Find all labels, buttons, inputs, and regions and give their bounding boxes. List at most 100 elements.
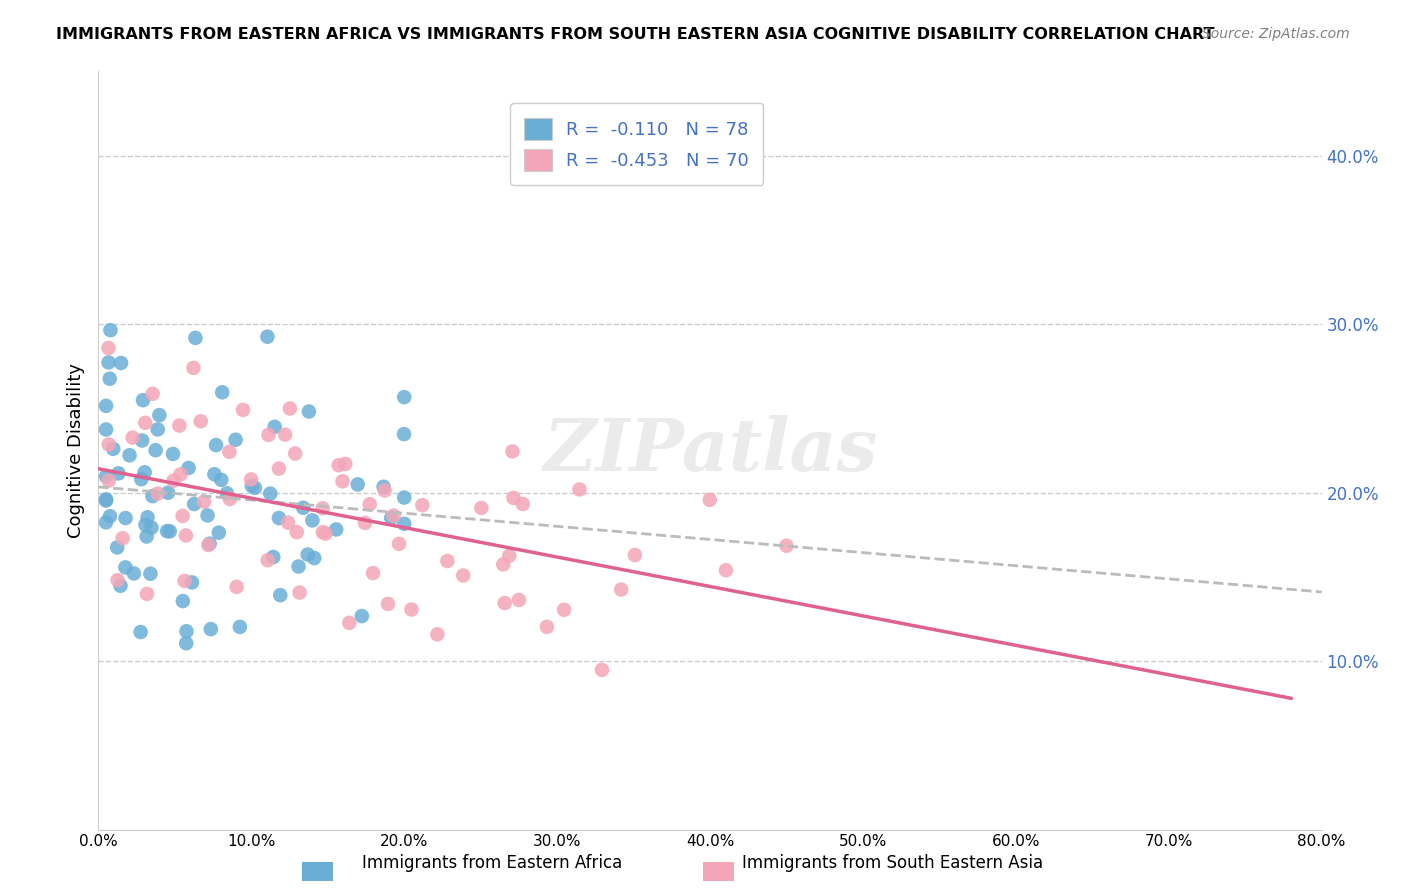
Point: [256, 553, 278, 567]
Point: [346, 477, 368, 491]
Point: [392, 427, 415, 442]
Point: [141, 521, 163, 535]
Text: Immigrants from South Eastern Asia: Immigrants from South Eastern Asia: [742, 855, 1043, 872]
Legend: R =  -0.110   N = 78, R =  -0.453   N = 70: R = -0.110 N = 78, R = -0.453 N = 70: [510, 103, 763, 186]
Point: [284, 446, 307, 460]
Point: [94, 516, 117, 530]
Point: [146, 422, 169, 436]
Point: [172, 594, 194, 608]
Point: [200, 622, 222, 636]
Point: [94, 469, 117, 483]
Point: [134, 517, 156, 532]
Point: [337, 615, 360, 630]
Point: [508, 593, 530, 607]
Point: [174, 636, 197, 650]
Point: [591, 663, 613, 677]
Point: [198, 536, 221, 550]
Point: [426, 627, 449, 641]
Point: [494, 596, 516, 610]
Point: [243, 481, 266, 495]
Point: [392, 390, 416, 404]
Point: [184, 331, 207, 345]
Point: [197, 508, 219, 523]
Point: [131, 434, 153, 448]
Text: IMMIGRANTS FROM EASTERN AFRICA VS IMMIGRANTS FROM SOUTH EASTERN ASIA COGNITIVE D: IMMIGRANTS FROM EASTERN AFRICA VS IMMIGR…: [56, 27, 1215, 42]
Point: [285, 525, 308, 540]
Point: [121, 431, 143, 445]
Point: [107, 467, 129, 481]
Point: [103, 442, 125, 456]
Point: [159, 524, 181, 539]
Point: [162, 447, 184, 461]
Point: [229, 620, 252, 634]
Point: [263, 419, 285, 434]
Point: [354, 516, 377, 530]
Point: [359, 497, 381, 511]
Point: [498, 549, 520, 563]
Point: [209, 473, 232, 487]
Point: [361, 566, 384, 581]
Point: [111, 531, 134, 545]
Point: [492, 558, 515, 572]
Point: [536, 620, 558, 634]
Point: [380, 511, 402, 525]
Point: [202, 467, 225, 482]
Point: [94, 399, 117, 413]
Point: [501, 444, 523, 458]
Point: [183, 360, 205, 375]
Point: [215, 486, 238, 500]
Point: [325, 523, 347, 537]
Point: [110, 356, 132, 370]
Point: [132, 393, 155, 408]
Point: [97, 355, 120, 369]
Point: [470, 500, 492, 515]
Point: [145, 443, 167, 458]
Point: [350, 609, 373, 624]
Point: [568, 483, 591, 497]
Point: [392, 491, 416, 505]
Point: [122, 566, 145, 581]
Point: [136, 510, 159, 524]
Text: Immigrants from Eastern Africa: Immigrants from Eastern Africa: [361, 855, 623, 872]
Point: [174, 528, 197, 542]
Text: Source: ZipAtlas.com: Source: ZipAtlas.com: [1202, 27, 1350, 41]
Point: [436, 554, 458, 568]
Point: [136, 587, 159, 601]
Point: [218, 445, 240, 459]
Point: [301, 513, 323, 527]
Point: [98, 509, 121, 524]
Point: [219, 491, 242, 506]
Point: [377, 597, 399, 611]
Point: [183, 497, 205, 511]
Point: [94, 493, 117, 508]
Point: [157, 485, 180, 500]
Point: [129, 625, 152, 640]
Point: [297, 548, 319, 562]
Point: [100, 323, 122, 337]
Point: [240, 479, 263, 493]
Point: [98, 372, 121, 386]
Point: [169, 418, 191, 433]
Point: [225, 580, 247, 594]
Point: [328, 458, 350, 473]
Point: [148, 408, 170, 422]
Point: [118, 448, 141, 462]
Point: [94, 492, 117, 507]
Point: [208, 525, 231, 540]
Point: [205, 438, 228, 452]
Point: [173, 574, 195, 588]
Point: [107, 573, 129, 587]
Point: [114, 511, 136, 525]
Point: [267, 511, 290, 525]
Point: [156, 524, 179, 538]
Point: [775, 539, 797, 553]
Point: [373, 480, 395, 494]
Point: [110, 579, 132, 593]
Point: [94, 422, 117, 436]
Point: [382, 508, 405, 523]
Point: [139, 566, 162, 581]
Point: [288, 585, 311, 599]
Y-axis label: Cognitive Disability: Cognitive Disability: [66, 363, 84, 538]
Point: [553, 603, 575, 617]
Point: [232, 403, 254, 417]
